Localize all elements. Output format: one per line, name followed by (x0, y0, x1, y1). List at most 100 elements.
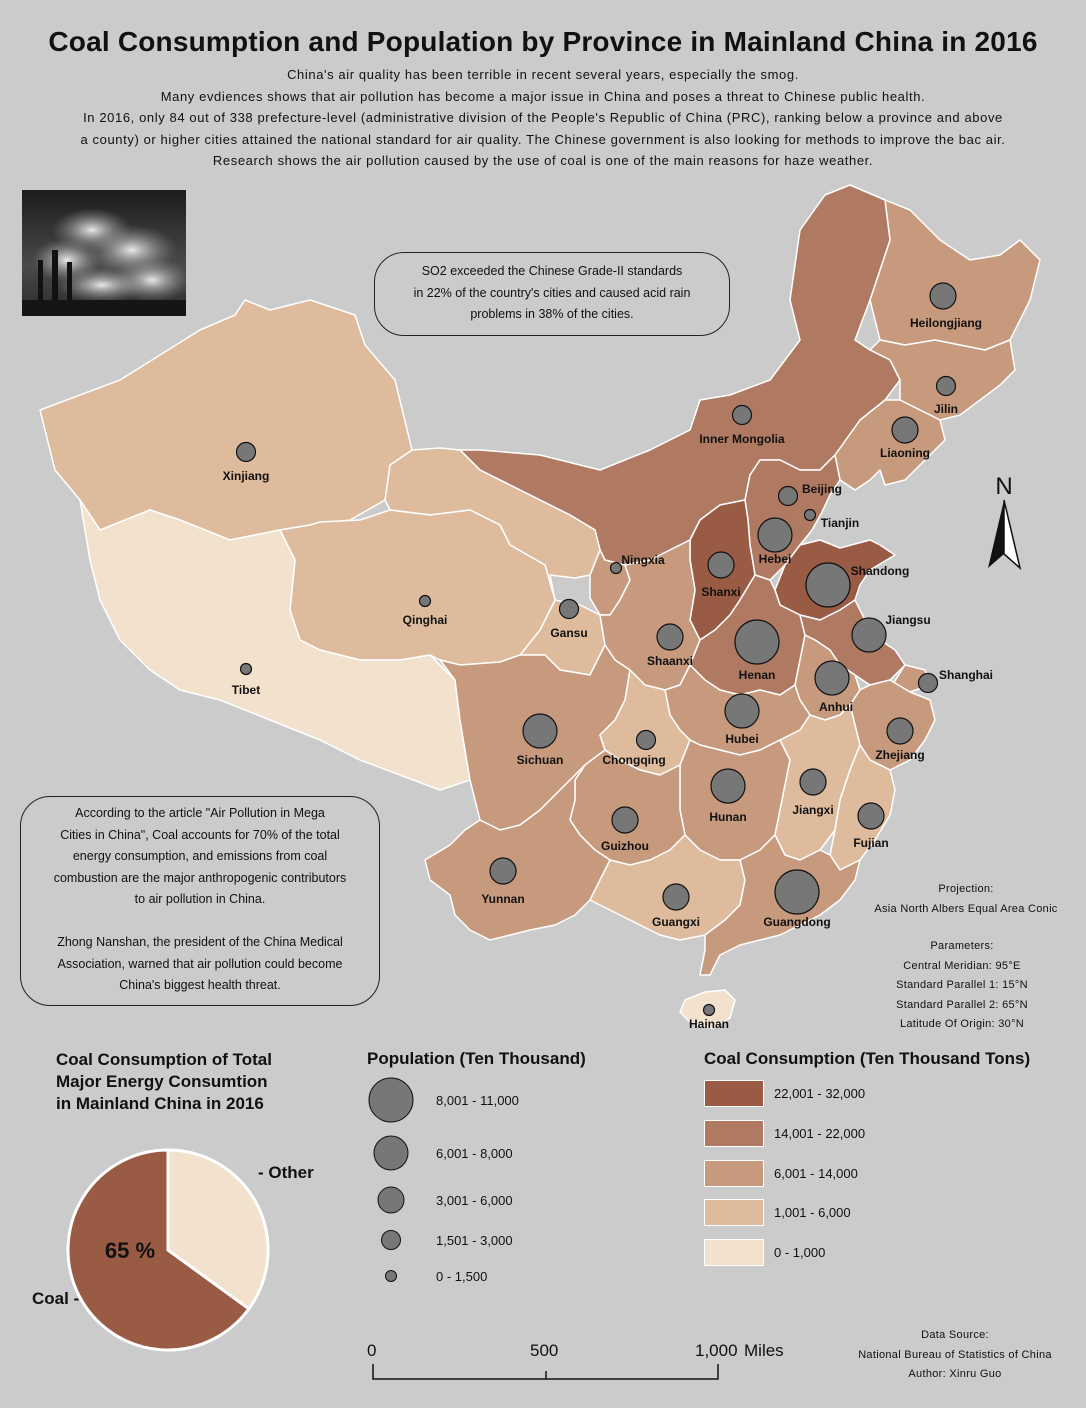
province-label-guizhou: Guizhou (601, 839, 649, 853)
scale-tick-0: 0 (367, 1341, 377, 1360)
population-circle-heilongjiang (929, 282, 957, 310)
article-line: Zhong Nanshan, the president of the Chin… (57, 935, 343, 949)
province-sichuan (439, 644, 631, 831)
coal-swatch-2 (704, 1199, 764, 1226)
coal-swatch-1 (704, 1239, 764, 1266)
province-anhui (794, 634, 861, 721)
intro-line: China's air quality has been terrible in… (287, 67, 799, 82)
province-liaoning (834, 399, 946, 491)
intro-line: In 2016, only 84 out of 338 prefecture-l… (83, 110, 1003, 125)
article-line: combustion are the major anthropogenic c… (53, 870, 347, 885)
province-henan (689, 574, 806, 696)
population-legend-title: Population (Ten Thousand) (367, 1049, 586, 1068)
population-circle-shandong (805, 562, 851, 608)
coal-class-label-5: 22,001 - 32,000 (774, 1086, 866, 1101)
province-jiangsu (799, 599, 906, 686)
population-circle-guangxi (662, 883, 690, 911)
province-label-yunnan: Yunnan (481, 892, 524, 906)
population-circle-chongqing (635, 729, 657, 751)
province-label-zhejiang: Zhejiang (875, 748, 924, 762)
param-line: Standard Parallel 2: 65°N (896, 998, 1028, 1011)
so2-line: problems in 38% of the cities. (470, 307, 634, 321)
province-chongqing (599, 669, 691, 776)
province-label-hunan: Hunan (709, 810, 746, 824)
province-label-fujian: Fujian (853, 836, 888, 850)
article-line: Cities in China", Coal accounts for 70% … (60, 827, 340, 842)
province-qinghai (279, 509, 556, 666)
province-gansu (384, 447, 606, 676)
province-label-shandong: Shandong (851, 564, 910, 578)
province-beijing (774, 477, 809, 506)
population-circle-fujian (857, 802, 885, 830)
coal-swatch-4 (704, 1120, 764, 1147)
province-hunan (679, 739, 791, 861)
population-circle-hainan (702, 1003, 716, 1017)
coal-class-label-2: 1,001 - 6,000 (774, 1205, 851, 1220)
projection-name: Asia North Albers Equal Area Conic (874, 902, 1058, 915)
pie-title: Coal Consumption of Total Major Energy C… (56, 1049, 272, 1115)
source-name: National Bureau of Statistics of China (858, 1348, 1052, 1361)
province-label-tianjin: Tianjin (821, 516, 859, 530)
population-circle-anhui (814, 660, 850, 696)
province-xinjiang (39, 299, 413, 541)
so2-line: in 22% of the country's cities and cause… (413, 285, 691, 300)
province-heilongjiang (849, 184, 1041, 351)
article-line: to air pollution in China. (134, 892, 266, 906)
param-line: Latitude Of Origin: 30°N (899, 1018, 1025, 1030)
population-circle-ningxia (609, 561, 623, 575)
province-label-liaoning: Liaoning (880, 446, 930, 460)
population-circle-liaoning (891, 416, 919, 444)
population-circle-guizhou (611, 806, 639, 834)
projection-params: Parameters: Central Meridian: 95°E Stand… (876, 937, 1048, 1035)
province-guangdong (699, 834, 861, 976)
params-heading: Parameters: (930, 940, 994, 952)
population-circle-hebei (757, 517, 793, 553)
province-label-inner-mongolia: Inner Mongolia (699, 432, 785, 446)
province-label-shanghai: Shanghai (939, 668, 993, 682)
province-shandong (774, 539, 896, 621)
population-circle-tibet (239, 662, 253, 676)
coal-legend-title: Coal Consumption (Ten Thousand Tons) (704, 1049, 1031, 1068)
coal-swatch-3 (704, 1160, 764, 1187)
population-legend-symbols (368, 1077, 414, 1282)
population-circle-jiangxi (799, 768, 827, 796)
population-circle-henan (734, 619, 780, 665)
province-label-henan: Henan (739, 668, 776, 682)
north-label: N (995, 473, 1012, 500)
province-hainan (679, 989, 736, 1029)
province-label-qinghai: Qinghai (403, 613, 448, 627)
province-label-xinjiang: Xinjiang (223, 469, 270, 483)
article-line: Association, warned that air pollution c… (57, 956, 343, 971)
province-yunnan (424, 764, 611, 941)
pie-slice-coal (66, 1148, 251, 1352)
article-line: According to the article "Air Pollution … (75, 806, 325, 820)
province-label-jiangsu: Jiangsu (885, 613, 930, 627)
population-circle-shaanxi (656, 623, 684, 651)
article-note: According to the article "Air Pollution … (20, 796, 380, 1006)
province-ningxia (589, 549, 631, 616)
intro-line: a county) or higher cities attained the … (80, 131, 1006, 147)
coal-share-pie: 65 % Coal - - Other (32, 1148, 314, 1352)
pie-coal-label: Coal - (32, 1289, 79, 1308)
population-circle-shanghai (917, 672, 939, 694)
coal-class-label-4: 14,001 - 22,000 (774, 1126, 866, 1141)
scale-unit: Miles (744, 1341, 784, 1360)
province-inner-mongolia (459, 184, 901, 566)
param-line: Central Meridian: 95°E (903, 959, 1021, 972)
map-title: Coal Consumption and Population by Provi… (48, 26, 1038, 57)
pie-title-line: Major Energy Consumtion (56, 1072, 268, 1091)
population-circle-shanxi (707, 551, 735, 579)
param-line: Standard Parallel 1: 15°N (896, 979, 1028, 991)
province-label-tibet: Tibet (232, 683, 260, 697)
article-line (21, 911, 379, 933)
province-label-hubei: Hubei (725, 732, 758, 746)
province-jilin (869, 339, 1016, 421)
so2-note: SO2 exceeded the Chinese Grade-II standa… (374, 252, 730, 336)
source-heading: Data Source: (921, 1329, 989, 1341)
population-circle-guangdong (774, 869, 820, 915)
population-circle-gansu (558, 598, 580, 620)
coal-swatch-5 (704, 1080, 764, 1107)
province-label-heilongjiang: Heilongjiang (910, 316, 982, 330)
province-label-guangxi: Guangxi (652, 915, 700, 929)
province-label-guangdong: Guangdong (763, 915, 830, 929)
